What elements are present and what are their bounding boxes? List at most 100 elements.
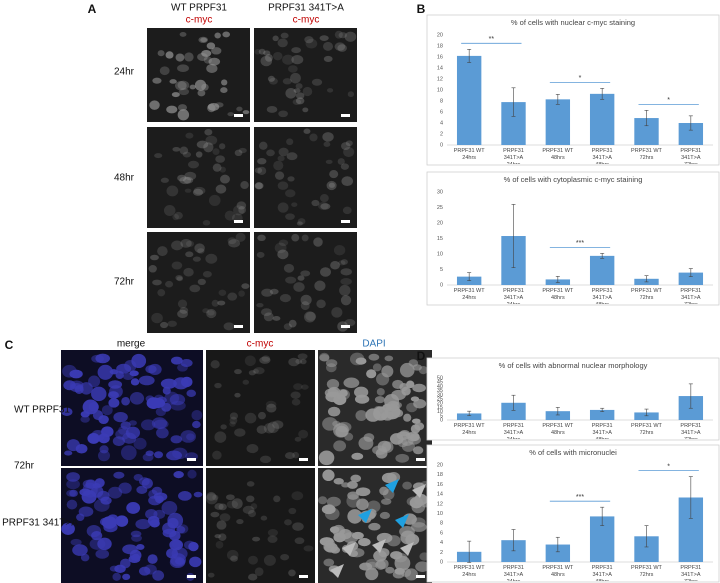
nucleus <box>198 36 209 43</box>
nucleus <box>159 66 170 76</box>
nucleus <box>205 135 218 145</box>
nucleus <box>257 166 267 176</box>
nucleus <box>238 147 247 154</box>
y-tick-label: 8 <box>440 98 443 104</box>
nucleus <box>169 530 181 541</box>
scale-bar <box>341 220 350 223</box>
nucleus <box>359 562 373 571</box>
y-tick-label: 4 <box>440 540 443 546</box>
nucleus <box>375 560 386 570</box>
nucleus <box>335 425 348 438</box>
nucleus <box>318 496 328 505</box>
nucleus <box>381 441 394 453</box>
nucleus <box>278 147 289 157</box>
x-tick-label: PRPF31 341T>A 72hrs <box>680 288 702 304</box>
nucleus <box>291 491 304 501</box>
nucleus <box>208 57 221 66</box>
nucleus <box>167 517 179 529</box>
nucleus <box>261 288 273 297</box>
nucleus <box>173 377 189 390</box>
nucleus <box>295 358 303 364</box>
nucleus <box>212 450 222 460</box>
nucleus <box>284 519 292 526</box>
nucleus <box>145 509 158 520</box>
error-bar <box>644 275 649 283</box>
nucleus <box>122 573 131 581</box>
nucleus <box>80 553 90 562</box>
nucleus <box>152 77 162 84</box>
nucleus <box>214 102 224 108</box>
bar <box>589 255 615 285</box>
nucleus <box>69 489 78 497</box>
nucleus <box>179 307 189 314</box>
nucleus <box>246 444 259 454</box>
nucleus <box>323 55 333 63</box>
micrograph <box>206 468 315 583</box>
nucleus <box>272 316 281 321</box>
error-bar <box>511 204 516 268</box>
nucleus <box>207 572 215 578</box>
nucleus <box>338 529 352 540</box>
nucleus <box>141 478 153 489</box>
nucleus <box>196 140 209 149</box>
significance-label: * <box>667 97 670 104</box>
x-tick-label-box: PRPF31 341T>A 72hrs <box>680 288 702 304</box>
nucleus <box>401 386 411 396</box>
panel-label: D <box>417 349 426 363</box>
y-tick-label: 10 <box>437 87 443 93</box>
nucleus <box>381 472 397 484</box>
nucleus <box>319 354 330 362</box>
nucleus <box>165 51 174 59</box>
x-tick-label-box: PRPF31 WT 48hrs <box>542 148 573 161</box>
nucleus <box>202 308 210 314</box>
nucleus <box>334 30 343 39</box>
nucleus <box>372 363 382 372</box>
chart-title: % of cells with cytoplasmic c-myc staini… <box>504 175 643 184</box>
nucleus <box>322 132 334 142</box>
significance-label: *** <box>576 240 584 247</box>
nucleus <box>327 406 341 417</box>
nucleus <box>414 493 428 506</box>
nucleus <box>376 532 393 544</box>
arrowhead <box>395 514 409 528</box>
nucleus <box>178 88 190 96</box>
error-bar <box>555 407 560 416</box>
nucleus <box>206 493 218 505</box>
nucleus <box>218 503 227 511</box>
x-tick-label-box: PRPF31 341T>A 48hrs <box>592 148 613 164</box>
nucleus <box>91 354 105 363</box>
nucleus <box>347 481 358 489</box>
nucleus <box>333 244 346 256</box>
error-bar <box>600 88 605 100</box>
nucleus <box>100 496 112 505</box>
nucleus <box>325 359 338 368</box>
nucleus <box>220 87 228 94</box>
nucleus <box>138 375 155 386</box>
x-tick-label-box: PRPF31 WT 72hrs <box>631 148 662 161</box>
nucleus <box>218 289 227 296</box>
x-tick-label: PRPF31 341T>A 72hrs <box>680 565 702 581</box>
nucleus <box>187 160 200 169</box>
nucleus <box>79 488 91 496</box>
x-tick-label-box: PRPF31 WT 72hrs <box>631 565 662 578</box>
nucleus <box>241 283 250 289</box>
x-tick-label-box: PRPF31 341T>A 48hrs <box>592 565 613 581</box>
nucleus <box>338 260 346 266</box>
scale-bar <box>416 458 425 461</box>
nucleus <box>263 554 276 566</box>
chart-title: % of cells with nuclear c-myc staining <box>511 18 635 27</box>
nucleus <box>122 432 137 444</box>
error-bar <box>688 476 693 519</box>
nucleus <box>148 265 157 273</box>
nucleus <box>260 308 273 317</box>
y-tick-label: 15 <box>437 236 443 242</box>
nucleus <box>311 199 320 207</box>
nucleus <box>242 505 255 514</box>
nucleus <box>184 52 194 62</box>
nucleus <box>206 308 217 319</box>
nucleus <box>214 32 221 39</box>
nucleus <box>211 299 219 307</box>
nucleus <box>160 321 169 329</box>
nucleus <box>302 107 309 113</box>
nucleus <box>153 492 168 502</box>
